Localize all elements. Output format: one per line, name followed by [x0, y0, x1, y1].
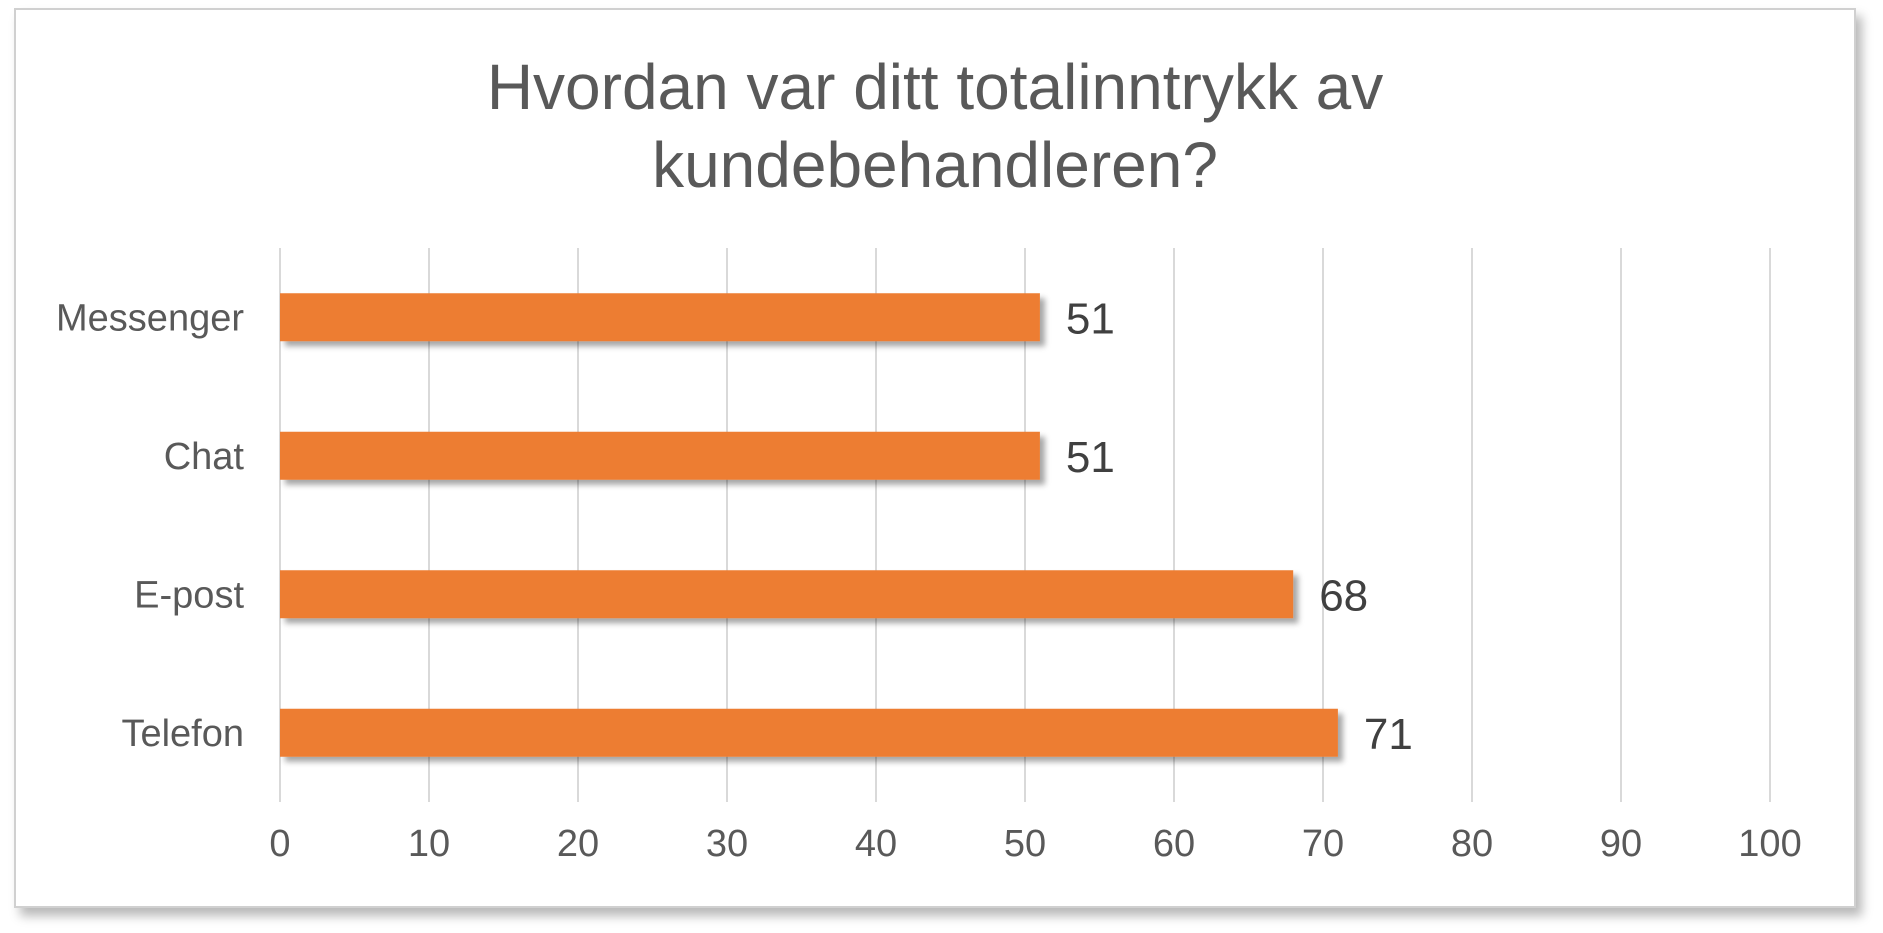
- x-tick-label: 50: [1004, 823, 1046, 865]
- chart-title-line-1: Hvordan var ditt totalinntrykk av: [486, 51, 1384, 123]
- x-tick-label: 20: [557, 823, 599, 865]
- x-tick-label: 40: [855, 823, 897, 865]
- chart-plot: 0 10 20 30 40 50 60 70 80 90 100 Messenger 51 Chat 51 E…: [56, 248, 1802, 865]
- chart-title: Hvordan var ditt totalinntrykk av kundeb…: [16, 48, 1854, 204]
- chart-frame: Hvordan var ditt totalinntrykk av kundeb…: [14, 8, 1856, 908]
- value-label: 68: [1319, 571, 1368, 620]
- category-label: Messenger: [56, 297, 244, 339]
- bar-telefon: [280, 708, 1338, 757]
- bars: [280, 293, 1338, 757]
- value-label: 51: [1066, 433, 1115, 482]
- x-tick-label: 70: [1302, 823, 1344, 865]
- category-label: E-post: [134, 574, 244, 616]
- x-tick-label: 10: [408, 823, 450, 865]
- x-tick-label: 0: [269, 823, 290, 865]
- labels: 0 10 20 30 40 50 60 70 80 90 100 Messenger 51 Chat 51 E…: [56, 294, 1802, 865]
- category-label: Telefon: [121, 713, 244, 755]
- x-tick-label: 60: [1153, 823, 1195, 865]
- category-label: Chat: [164, 436, 245, 478]
- x-tick-label: 100: [1738, 823, 1801, 865]
- x-tick-label: 30: [706, 823, 748, 865]
- bar-e-post: [280, 570, 1294, 619]
- value-label: 51: [1066, 294, 1115, 343]
- bar-chat: [280, 431, 1040, 480]
- x-tick-label: 80: [1451, 823, 1493, 865]
- value-label: 71: [1364, 710, 1413, 759]
- bar-messenger: [280, 293, 1040, 342]
- chart-title-line-2: kundebehandleren?: [652, 129, 1218, 201]
- x-tick-label: 90: [1600, 823, 1642, 865]
